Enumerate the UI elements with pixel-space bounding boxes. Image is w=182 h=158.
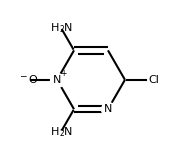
- Text: N: N: [53, 75, 61, 85]
- Text: O: O: [28, 75, 37, 85]
- Text: Cl: Cl: [149, 75, 160, 85]
- Text: −: −: [19, 71, 27, 80]
- Text: +: +: [60, 69, 67, 78]
- Text: H: H: [51, 23, 59, 33]
- Text: N: N: [64, 127, 72, 137]
- Text: H: H: [51, 127, 59, 137]
- Text: N: N: [64, 23, 72, 33]
- Text: 2: 2: [60, 25, 64, 34]
- Text: N: N: [104, 104, 112, 114]
- Text: 2: 2: [60, 129, 64, 138]
